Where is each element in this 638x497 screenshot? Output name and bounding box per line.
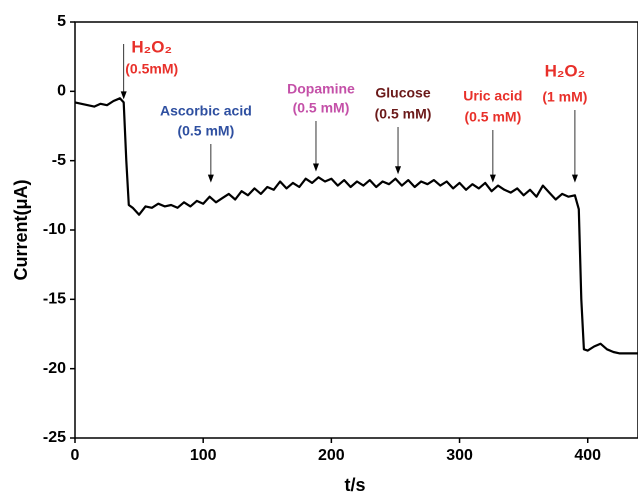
- y-tick-label: -15: [43, 291, 66, 308]
- annotation-text: (0.5 mM): [177, 123, 234, 139]
- data-line: [74, 97, 638, 355]
- annotation-text: (0.5 mM): [375, 106, 432, 122]
- x-tick-label: 100: [190, 447, 217, 464]
- annotation-arrowhead: [120, 91, 127, 100]
- y-tick-label: -25: [43, 429, 66, 446]
- y-tick-label: 5: [57, 13, 66, 30]
- annotation-text: Glucose: [375, 85, 430, 101]
- annotation-text: (0.5mM): [125, 61, 178, 77]
- x-tick-label: 200: [318, 447, 345, 464]
- annotation-arrowhead: [489, 174, 496, 183]
- x-tick-label: 0: [71, 447, 80, 464]
- y-axis-label: Current(μA): [11, 179, 31, 280]
- annotation-text: Ascorbic acid: [160, 103, 252, 119]
- x-tick-label: 300: [446, 447, 473, 464]
- annotation-arrowhead: [207, 174, 214, 183]
- y-tick-label: -10: [43, 221, 66, 238]
- annotation-arrowhead: [312, 163, 319, 172]
- annotation-text: (0.5 mM): [464, 109, 521, 125]
- annotation-arrowhead: [571, 174, 578, 183]
- y-tick-label: 0: [57, 83, 66, 100]
- annotation-text: H₂O₂: [545, 61, 586, 80]
- annotation-arrowhead: [395, 166, 402, 175]
- annotation-text: Uric acid: [463, 88, 522, 104]
- y-tick-label: -5: [52, 152, 66, 169]
- annotation-text: Dopamine: [287, 81, 355, 97]
- annotation-text: (0.5 mM): [293, 100, 350, 116]
- y-tick-label: -20: [43, 360, 66, 377]
- plot-frame: [74, 21, 638, 439]
- annotation-text: H₂O₂: [131, 37, 172, 56]
- annotation-text: (1 mM): [542, 89, 587, 105]
- x-axis-label: t/s: [344, 475, 365, 495]
- x-tick-label: 400: [574, 447, 601, 464]
